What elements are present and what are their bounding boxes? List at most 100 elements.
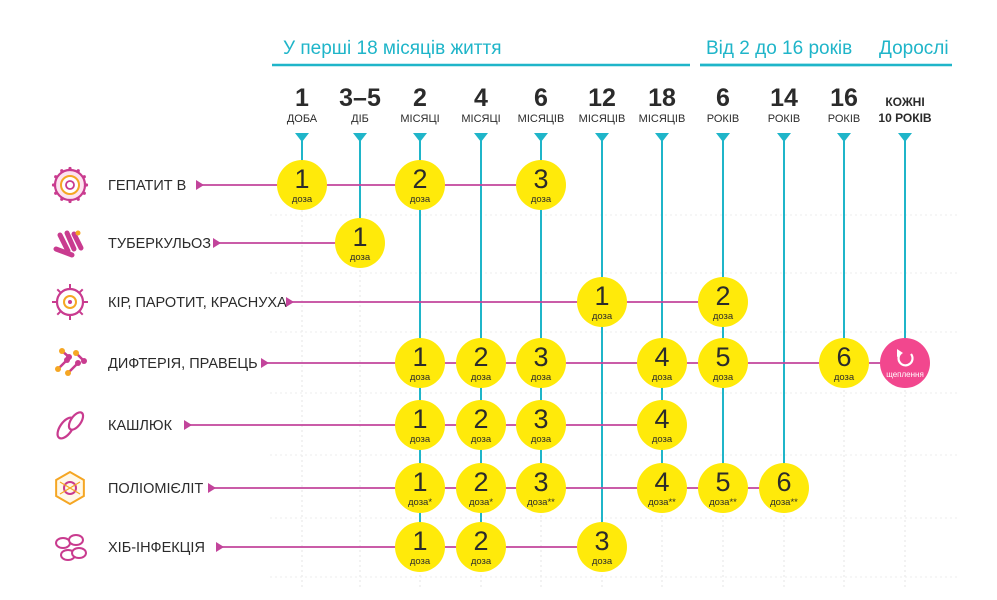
vaccine-label: ТУБЕРКУЛЬОЗ — [108, 236, 211, 252]
dose-number: 3 — [533, 404, 548, 434]
column-marker-triangle — [413, 133, 427, 142]
age-number: 6 — [716, 84, 730, 112]
dose-label: доза — [592, 556, 613, 567]
vaccine-row: ПОЛІОМІЄЛІТ 1доза*2доза*3доза**4доза**5до… — [55, 463, 809, 513]
dose-label: доза — [350, 252, 371, 263]
age-number: 14 — [770, 84, 798, 112]
dose-circle — [577, 277, 627, 327]
dose-circle — [516, 463, 566, 513]
vaccine-row: ДИФТЕРІЯ, ПРАВЕЦЬ 1доза2доза3доза4доза5до… — [55, 338, 930, 388]
dose-circle — [698, 463, 748, 513]
row-arrow-marker — [216, 542, 224, 552]
dose-number: 1 — [412, 342, 427, 372]
dose-circle — [516, 338, 566, 388]
dose-number: 1 — [412, 467, 427, 497]
row-arrow-marker — [208, 483, 216, 493]
age-number: 1 — [295, 84, 309, 112]
dose-circle — [637, 463, 687, 513]
dose-number: 6 — [836, 342, 851, 372]
poliovirus-icon — [55, 470, 85, 506]
age-number: 2 — [413, 84, 427, 112]
dose-number: 3 — [533, 467, 548, 497]
age-number: 16 — [830, 84, 858, 112]
dose-label: доза* — [408, 497, 432, 508]
age-unit: ДОБА — [287, 113, 318, 125]
dose-label: доза — [410, 372, 431, 383]
row-arrow-marker — [213, 238, 221, 248]
dose-number: 2 — [473, 404, 488, 434]
dose-circle — [698, 277, 748, 327]
dose-label: доза — [292, 194, 313, 205]
dose-number: 1 — [294, 164, 309, 194]
dose-label: доза — [531, 434, 552, 445]
age-unit: МІСЯЦІ — [400, 113, 439, 125]
hepatitis-b-virus-icon — [51, 166, 89, 204]
vaccine-label: ХІБ-ІНФЕКЦІЯ — [108, 540, 205, 556]
dose-circle — [456, 338, 506, 388]
dose-circle — [698, 338, 748, 388]
column-marker-triangle — [595, 133, 609, 142]
dose-label: доза — [713, 372, 734, 383]
dose-label: доза — [834, 372, 855, 383]
dose-number: 3 — [533, 164, 548, 194]
dose-number: 5 — [715, 342, 730, 372]
dose-circle — [395, 522, 445, 572]
column-marker-triangle — [777, 133, 791, 142]
column-marker-triangle — [474, 133, 488, 142]
dose-circle — [395, 400, 445, 450]
column-marker-triangle — [898, 133, 912, 142]
dose-number: 4 — [654, 467, 669, 497]
row-arrow-marker — [286, 297, 294, 307]
age-number: 18 — [648, 84, 676, 112]
dose-circle — [637, 400, 687, 450]
age-number: 4 — [474, 84, 488, 112]
repeat-arrow-icon — [897, 349, 914, 367]
dose-circle — [819, 338, 869, 388]
dose-circle — [456, 400, 506, 450]
row-arrow-marker — [184, 420, 192, 430]
dose-label: доза** — [648, 497, 676, 508]
vaccine-label: ГЕПАТИТ В — [108, 178, 186, 194]
dose-number: 1 — [352, 222, 367, 252]
adult-interval-line1: КОЖНІ — [885, 95, 924, 109]
dose-circle — [456, 463, 506, 513]
dose-number: 2 — [473, 342, 488, 372]
dose-label: доза — [592, 311, 613, 322]
dose-circle — [516, 400, 566, 450]
dose-circle — [577, 522, 627, 572]
dose-circle — [395, 338, 445, 388]
age-number: 3–5 — [339, 84, 381, 112]
age-number: 12 — [588, 84, 616, 112]
vaccine-label: КІР, ПАРОТИТ, КРАСНУХА — [108, 295, 287, 311]
column-marker-triangle — [716, 133, 730, 142]
dose-circle — [637, 338, 687, 388]
age-unit: МІСЯЦІВ — [579, 113, 626, 125]
age-number: 6 — [534, 84, 548, 112]
dose-circle — [759, 463, 809, 513]
